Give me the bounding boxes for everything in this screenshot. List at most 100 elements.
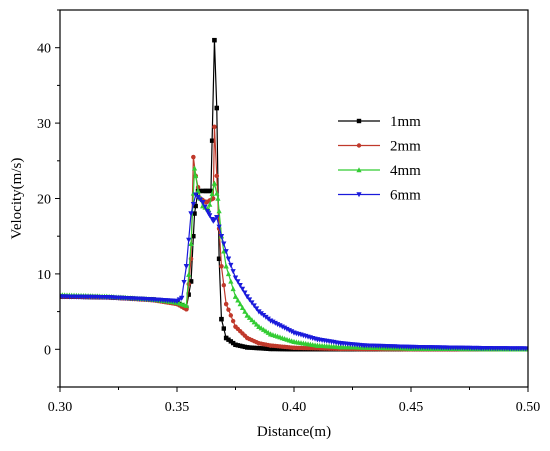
data-point-1mm	[270, 346, 276, 352]
series-line-2mm	[60, 126, 528, 350]
data-point-6mm	[253, 306, 260, 312]
data-point-4mm	[207, 201, 213, 207]
data-point-1mm	[242, 344, 248, 350]
data-point-6mm	[181, 279, 187, 285]
legend-label: 4mm	[390, 163, 421, 179]
data-point-4mm	[256, 323, 262, 329]
data-point-6mm	[258, 311, 264, 317]
data-point-1mm	[188, 279, 194, 284]
data-point-4mm	[211, 180, 218, 186]
data-point-6mm	[218, 234, 225, 239]
data-point-4mm	[228, 278, 234, 284]
data-point-4mm	[249, 317, 255, 323]
data-point-1mm	[268, 346, 273, 352]
legend-label: 2mm	[390, 139, 421, 155]
data-point-2mm	[230, 318, 236, 324]
data-point-6mm	[263, 314, 269, 320]
data-point-1mm	[259, 346, 264, 351]
data-point-6mm	[268, 318, 274, 324]
data-point-4mm	[193, 173, 199, 179]
data-point-1mm	[282, 346, 287, 352]
data-point-1mm	[266, 346, 271, 351]
y-tick-label: 30	[37, 117, 51, 132]
legend-label: 6mm	[390, 188, 421, 204]
data-point-2mm	[184, 307, 189, 312]
data-point-4mm	[221, 248, 227, 254]
data-point-6mm	[210, 218, 216, 224]
data-point-6mm	[244, 294, 250, 300]
data-point-4mm	[237, 301, 243, 307]
data-point-6mm	[214, 215, 220, 221]
data-point-4mm	[186, 271, 192, 277]
data-point-6mm	[230, 269, 236, 275]
data-point-1mm	[256, 345, 262, 351]
data-point-6mm	[186, 237, 192, 243]
data-point-4mm	[225, 271, 232, 277]
data-point-1mm	[198, 188, 203, 194]
x-tick-label: 0.30	[48, 400, 73, 415]
data-point-1mm	[193, 203, 198, 209]
data-point-6mm	[190, 201, 196, 207]
data-point-1mm	[249, 345, 255, 350]
data-point-2mm	[223, 301, 229, 307]
x-tick-label: 0.45	[399, 400, 424, 415]
data-point-4mm	[209, 191, 215, 197]
series-layer	[60, 37, 528, 352]
data-point-6mm	[232, 275, 239, 281]
data-point-6mm	[200, 200, 206, 206]
data-point-1mm	[208, 188, 214, 194]
series-6mm	[60, 192, 528, 352]
legend-item-4mm: 4mm	[338, 163, 421, 179]
data-point-6mm	[338, 341, 344, 347]
data-point-1mm	[245, 345, 250, 350]
data-point-1mm	[235, 343, 241, 348]
data-point-1mm	[214, 105, 219, 111]
data-point-1mm	[275, 346, 280, 352]
data-point-4mm	[242, 308, 248, 314]
data-point-6mm	[239, 286, 246, 292]
data-point-6mm	[408, 344, 414, 350]
data-point-6mm	[260, 313, 267, 319]
data-point-1mm	[261, 346, 266, 351]
data-point-1mm	[226, 337, 231, 342]
data-point-4mm	[314, 342, 320, 348]
data-point-1mm	[247, 345, 252, 350]
data-point-4mm	[191, 165, 198, 171]
data-point-2mm	[219, 264, 224, 269]
x-axis-title: Distance(m)	[257, 424, 331, 440]
data-point-1mm	[230, 340, 236, 346]
data-point-2mm	[226, 307, 231, 312]
data-point-1mm	[273, 346, 278, 352]
series-line-4mm	[60, 168, 528, 350]
data-point-4mm	[253, 321, 260, 327]
data-point-1mm	[191, 234, 196, 239]
data-point-6mm	[291, 330, 297, 336]
data-point-6mm	[221, 241, 227, 247]
data-point-4mm	[216, 208, 222, 214]
data-point-1mm	[254, 345, 259, 351]
data-point-2mm	[256, 341, 262, 346]
data-point-2mm	[211, 196, 216, 201]
data-point-1mm	[221, 326, 226, 331]
data-point-6mm	[256, 309, 262, 315]
data-point-6mm	[195, 195, 201, 201]
data-point-6mm	[237, 283, 243, 289]
data-point-2mm	[245, 335, 250, 341]
data-point-6mm	[205, 211, 212, 217]
legend-item-6mm: 6mm	[338, 188, 421, 204]
data-point-1mm	[237, 343, 243, 349]
data-point-1mm	[240, 344, 245, 349]
data-point-1mm	[263, 346, 269, 351]
legend-swatch-marker	[356, 143, 362, 148]
data-point-1mm	[219, 316, 224, 322]
data-point-1mm	[233, 342, 238, 347]
data-point-4mm	[215, 195, 221, 201]
data-point-1mm	[280, 346, 285, 352]
data-point-2mm	[204, 200, 209, 205]
y-tick-label: 10	[37, 268, 51, 283]
data-point-4mm	[232, 293, 239, 299]
y-axis-title: Velocity(m/s)	[9, 158, 25, 240]
series-line-6mm	[60, 193, 528, 350]
legend-swatch-marker	[356, 167, 362, 173]
